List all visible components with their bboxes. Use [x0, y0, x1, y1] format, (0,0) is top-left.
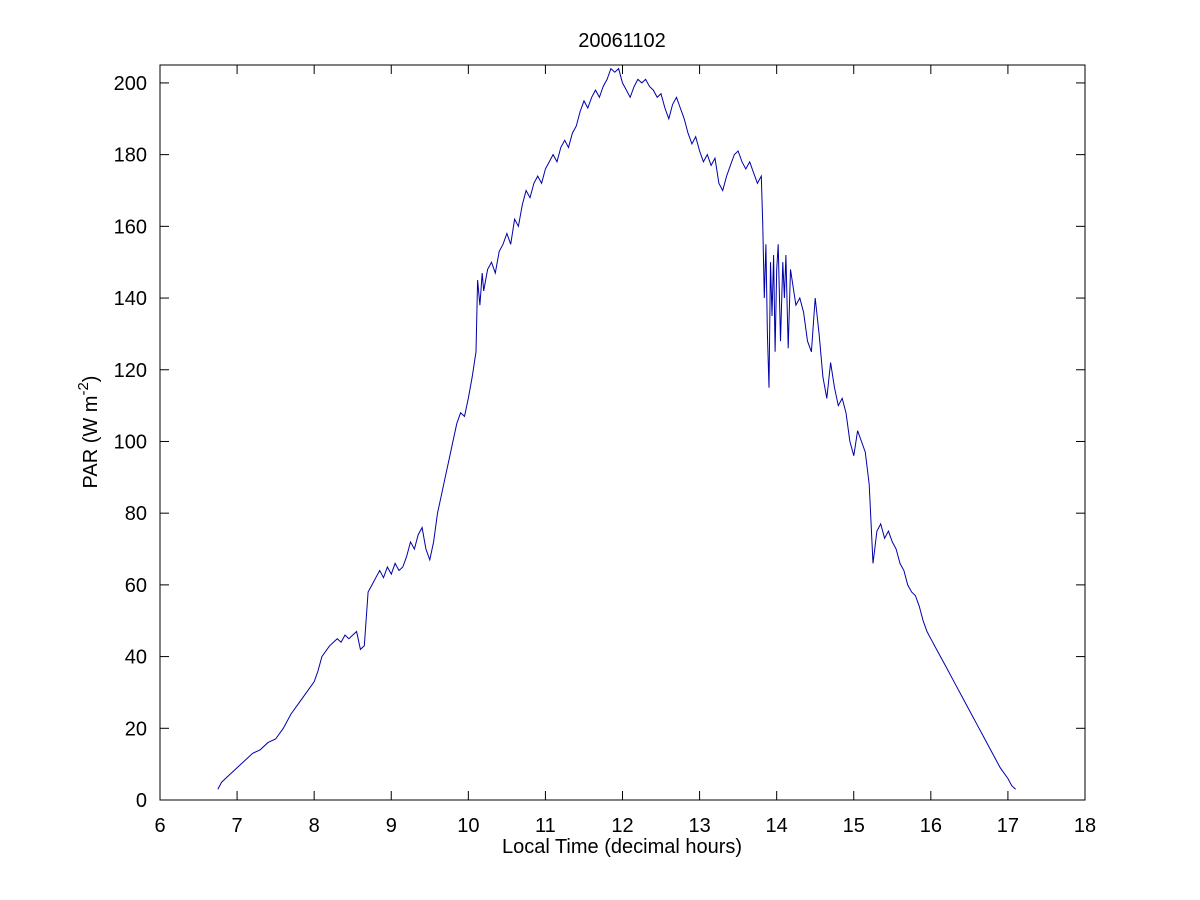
y-tick-label-0: 0: [136, 790, 147, 812]
y-axis-label-close: ): [80, 376, 102, 383]
y-tick-label-60: 60: [125, 575, 147, 597]
x-tick-label-15: 15: [843, 815, 865, 837]
y-axis-label-superscript: -2: [75, 382, 92, 395]
y-tick-label-80: 80: [125, 503, 147, 525]
x-tick-label-6: 6: [154, 815, 165, 837]
y-tick-label-120: 120: [114, 360, 147, 382]
y-tick-label-160: 160: [114, 216, 147, 238]
y-axis-label: PAR (W m-2): [75, 376, 102, 489]
x-tick-label-8: 8: [309, 815, 320, 837]
x-tick-label-18: 18: [1074, 815, 1096, 837]
x-tick-label-17: 17: [997, 815, 1019, 837]
chart-title: 20061102: [578, 30, 666, 52]
x-tick-label-9: 9: [386, 815, 397, 837]
axis-ticks: [159, 65, 1086, 801]
x-tick-label-13: 13: [688, 815, 710, 837]
y-tick-label-20: 20: [125, 718, 147, 740]
x-tick-label-10: 10: [457, 815, 479, 837]
y-tick-label-100: 100: [114, 431, 147, 453]
y-tick-label-200: 200: [114, 73, 147, 95]
x-tick-label-11: 11: [535, 815, 556, 837]
x-tick-label-14: 14: [766, 815, 788, 837]
y-tick-label-180: 180: [114, 145, 147, 167]
x-tick-label-7: 7: [232, 815, 243, 837]
y-tick-label-40: 40: [125, 647, 147, 669]
axis-tick-labels: 6 7 8 9 10 11 12 13 14 15 16 17 18020406080100120140…: [114, 73, 1097, 837]
par-series-line: [217, 67, 1016, 790]
y-axis-label-main: PAR (W m: [80, 396, 102, 489]
plot-area: [159, 64, 1086, 801]
x-tick-label-16: 16: [920, 815, 942, 837]
x-axis-label: Local Time (decimal hours): [502, 836, 742, 858]
x-tick-label-12: 12: [611, 815, 633, 837]
y-tick-label-140: 140: [114, 288, 147, 310]
